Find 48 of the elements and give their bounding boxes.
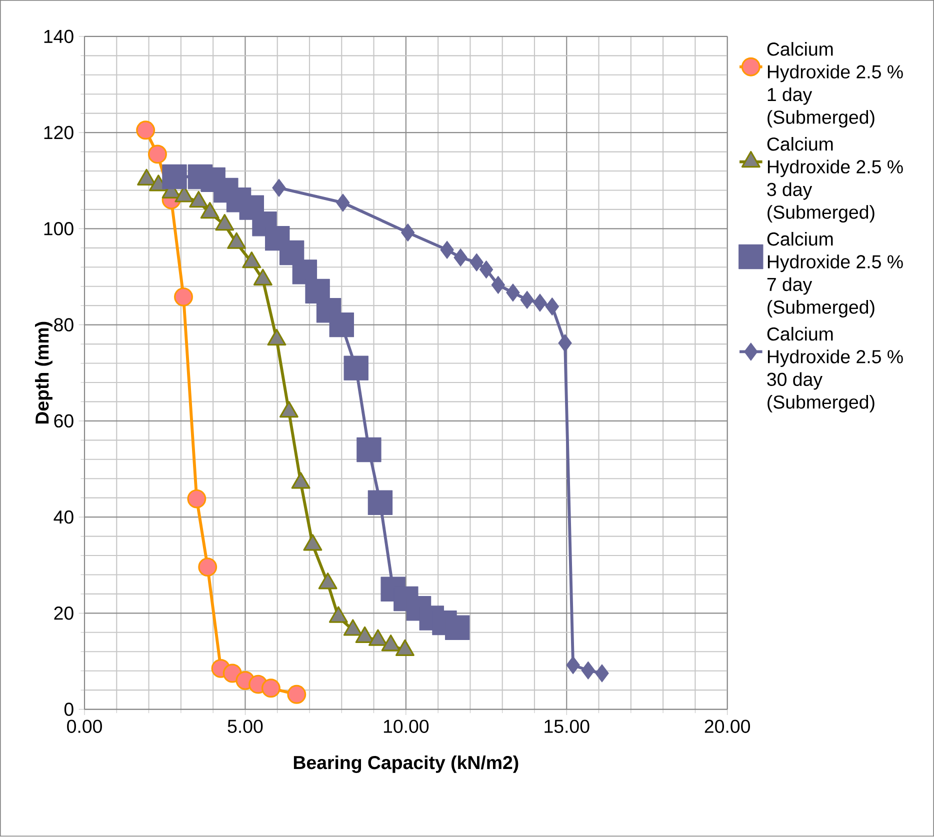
point: [136, 120, 156, 140]
legend-label: Calcium Hydroxide 2.5 % 30 day (Submerged): [767, 327, 903, 413]
point: [581, 662, 596, 680]
y-tick-label: 140: [44, 30, 74, 44]
point: [479, 260, 494, 279]
point: [148, 144, 167, 164]
point: [344, 356, 368, 381]
x-tick-label: 5.00: [228, 720, 263, 734]
y-tick-label: 80: [54, 318, 74, 332]
point: [558, 334, 572, 352]
point: [444, 615, 470, 640]
legend-label: Calcium Hydroxide 2.5 % 1 day (Submerged): [767, 42, 903, 128]
point: [329, 312, 354, 338]
x-tick-label: 15.00: [544, 720, 590, 734]
point: [506, 284, 520, 302]
point: [520, 291, 534, 310]
x-tick-label: 0.00: [67, 720, 102, 734]
point: [545, 298, 560, 316]
point: [187, 490, 206, 509]
y-axis-title: Depth (mm): [35, 322, 52, 424]
y-tick-label: 120: [44, 126, 74, 140]
y-tick-label: 60: [54, 414, 74, 428]
point: [174, 288, 193, 307]
y-tick-label: 100: [44, 222, 74, 236]
legend-label: Calcium Hydroxide 2.5 % 3 day (Submerged): [767, 137, 903, 223]
y-tick-label: 0: [64, 702, 74, 716]
y-tick-label: 40: [54, 510, 74, 524]
point: [198, 558, 218, 577]
point: [454, 248, 468, 267]
x-tick-label: 10.00: [384, 720, 429, 734]
point: [401, 224, 415, 242]
point: [336, 194, 350, 212]
point: [470, 254, 484, 272]
point: [440, 241, 454, 260]
point: [566, 656, 580, 674]
point: [368, 490, 393, 516]
x-axis-title: Bearing Capacity (kN/m2): [294, 756, 518, 774]
y-tick-label: 20: [54, 606, 74, 620]
point: [272, 179, 286, 198]
legend-label: Calcium Hydroxide 2.5 % 7 day (Submerged): [767, 232, 903, 318]
point: [162, 164, 187, 190]
x-tick-label: 20.00: [704, 720, 750, 734]
point: [356, 438, 382, 462]
point: [533, 294, 547, 312]
point: [491, 276, 506, 294]
point: [287, 685, 306, 704]
point: [261, 678, 280, 698]
point: [595, 664, 609, 683]
